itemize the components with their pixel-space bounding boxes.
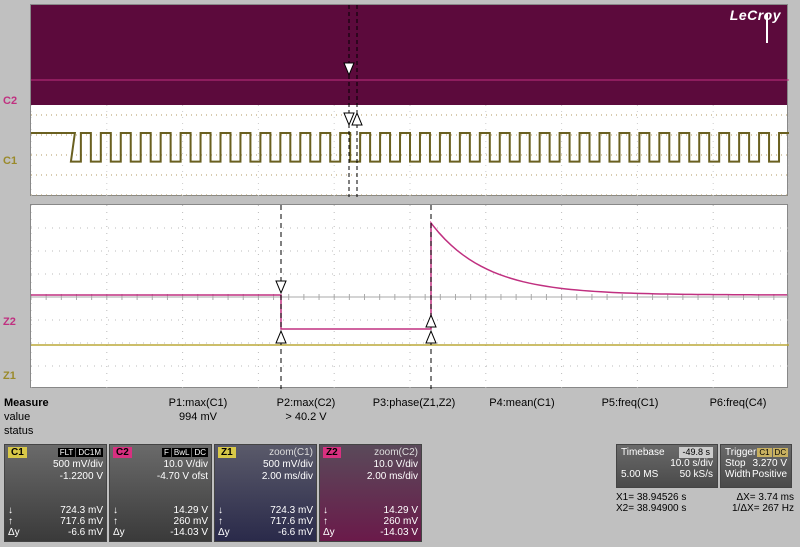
channel-panels-row: C1FLTDC1M500 mV/div-1.2200 V↓724.3 mV↑71…: [4, 444, 422, 542]
measure-value-label: value: [4, 411, 144, 423]
row-sym: Δy: [8, 527, 22, 538]
lower-zoom-plot[interactable]: [30, 204, 788, 388]
row-sym: ↓: [323, 505, 337, 516]
row-val: 717.6 mV: [270, 516, 313, 527]
channel-panel-c2[interactable]: C2 FBwLDC10.0 V/div-4.70 V ofst ↓ 14.29 V ↑ 2…: [109, 444, 212, 542]
row-sym: ↓: [218, 505, 232, 516]
row-sym: Δy: [113, 527, 127, 538]
channel-scale: 10.0 V/div: [113, 459, 208, 470]
cursor-dx: 3.74 ms: [758, 492, 794, 503]
row-val: -6.6 mV: [68, 527, 103, 538]
row-val: 724.3 mV: [270, 505, 313, 516]
cursor-x2: 38.94900 s: [637, 503, 687, 514]
cursor-dx-label: ΔX=: [736, 492, 755, 503]
cursor-invdx-label: 1/ΔX=: [732, 503, 760, 514]
cursor-x2-label: X2=: [616, 503, 634, 514]
row-val: 14.29 V: [384, 505, 418, 516]
trigger-label: Trigger: [725, 447, 756, 458]
cursor-invdx: 267 Hz: [762, 503, 794, 514]
channel-panel-z1[interactable]: Z1zoom(C1)500 mV/div2.00 ms/div↓724.3 mV…: [214, 444, 317, 542]
trigger-slope: Positive: [752, 469, 787, 480]
channel-badges: FLTDC1M: [57, 447, 103, 458]
channel-tag: C2: [113, 447, 132, 458]
channel-scale: 10.0 V/div: [323, 459, 418, 470]
channel-badges: FBwLDC: [161, 447, 208, 458]
timebase-rate: 50 kS/s: [680, 469, 713, 480]
upper-waveform-svg: [31, 5, 789, 197]
row-val: 14.29 V: [174, 505, 208, 516]
row-sym: ↑: [323, 516, 337, 527]
channel-offset: 2.00 ms/div: [323, 471, 418, 482]
right-info-panels: Timebase -49.8 s 10.0 s/div 5.00 MS 50 kS/…: [616, 444, 792, 488]
trigger-src: C1: [757, 448, 771, 457]
measure-p2-name: P2:max(C2): [252, 397, 360, 409]
channel-label-z1: Z1: [3, 370, 16, 382]
channel-label-c2: C2: [3, 95, 17, 107]
row-val: 717.6 mV: [60, 516, 103, 527]
row-sym: Δy: [218, 527, 232, 538]
upper-waveform-plot[interactable]: LeCroy: [30, 4, 788, 196]
row-val: -6.6 mV: [278, 527, 313, 538]
row-sym: Δy: [323, 527, 337, 538]
measure-p5-name: P5:freq(C1): [576, 397, 684, 409]
trigger-coupling: DC: [773, 448, 789, 457]
row-sym: ↑: [218, 516, 232, 527]
trigger-panel[interactable]: TriggerC1DC Stop 3.270 V WidthPositive: [720, 444, 792, 488]
timebase-delay: -49.8 s: [679, 447, 713, 458]
measure-header: Measure: [4, 397, 144, 409]
cursor-x1: 38.94526 s: [637, 492, 687, 503]
measure-p6-name: P6:freq(C4): [684, 397, 792, 409]
cursor-readout: X1= 38.94526 s ΔX= 3.74 ms X2= 38.94900 …: [616, 492, 794, 514]
row-val: -14.03 V: [380, 527, 418, 538]
measure-p2-value: > 40.2 V: [252, 411, 360, 423]
row-val: 724.3 mV: [60, 505, 103, 516]
channel-label-z2: Z2: [3, 316, 16, 328]
trigger-mode: Stop: [725, 458, 746, 469]
measure-p1-name: P1:max(C1): [144, 397, 252, 409]
timebase-mem: 5.00 MS: [621, 469, 658, 480]
measure-p3-name: P3:phase(Z1,Z2): [360, 397, 468, 409]
measure-p4-name: P4:mean(C1): [468, 397, 576, 409]
channel-scale: 500 mV/div: [8, 459, 103, 470]
channel-tag: Z2: [323, 447, 341, 458]
row-sym: ↓: [8, 505, 22, 516]
trigger-type: Width: [725, 469, 751, 480]
cursor-x1-label: X1=: [616, 492, 634, 503]
channel-tag: C1: [8, 447, 27, 458]
measure-p1-value: 994 mV: [144, 411, 252, 423]
channel-tag: Z1: [218, 447, 236, 458]
channel-offset: -4.70 V ofst: [113, 471, 208, 482]
measurement-table: Measure P1:max(C1) P2:max(C2) P3:phase(Z…: [4, 396, 794, 438]
timebase-tdiv: 10.0 s/div: [670, 458, 713, 469]
timebase-panel[interactable]: Timebase -49.8 s 10.0 s/div 5.00 MS 50 kS/…: [616, 444, 718, 488]
timebase-label: Timebase: [621, 447, 665, 458]
channel-panel-c1[interactable]: C1 FLTDC1M500 mV/div-1.2200 V ↓ 724.3 mV ↑ 71…: [4, 444, 107, 542]
row-sym: ↓: [113, 505, 127, 516]
row-sym: ↑: [8, 516, 22, 527]
channel-offset: 2.00 ms/div: [218, 471, 313, 482]
channel-offset: -1.2200 V: [8, 471, 103, 482]
row-val: -14.03 V: [170, 527, 208, 538]
measure-status-label: status: [4, 425, 144, 437]
row-sym: ↑: [113, 516, 127, 527]
trigger-level: 3.270 V: [753, 458, 787, 469]
channel-scale: 500 mV/div: [218, 459, 313, 470]
lower-waveform-svg: [31, 205, 789, 389]
channel-panel-z2[interactable]: Z2zoom(C2)10.0 V/div2.00 ms/div↓14.29 V↑…: [319, 444, 422, 542]
channel-label-c1: C1: [3, 155, 17, 167]
row-val: 260 mV: [174, 516, 208, 527]
row-val: 260 mV: [384, 516, 418, 527]
